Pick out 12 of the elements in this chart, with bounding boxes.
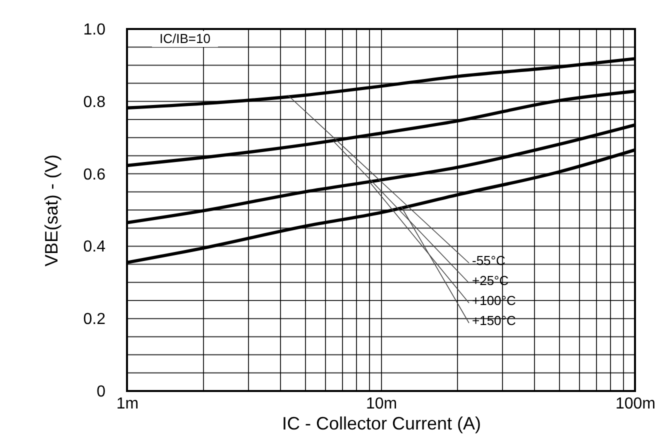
annotation: IC/IB=10 [160, 31, 210, 46]
x-tick-label: 100m [615, 396, 656, 412]
y-tick-label: 0.4 [83, 238, 106, 256]
y-tick-label: 0 [96, 384, 106, 400]
x-tick-label: 10m [366, 396, 398, 412]
x-tick-label: 1m [116, 396, 139, 412]
y-tick-label: 0.8 [83, 94, 106, 111]
y-axis-title: VBE(sat) - (V) [41, 154, 62, 267]
y-tick-label: 0.2 [83, 311, 106, 328]
y-tick-label: 0.6 [83, 166, 106, 184]
y-tick-label: 1.0 [83, 22, 106, 38]
x-axis-title: IC - Collector Current (A) [282, 414, 482, 434]
